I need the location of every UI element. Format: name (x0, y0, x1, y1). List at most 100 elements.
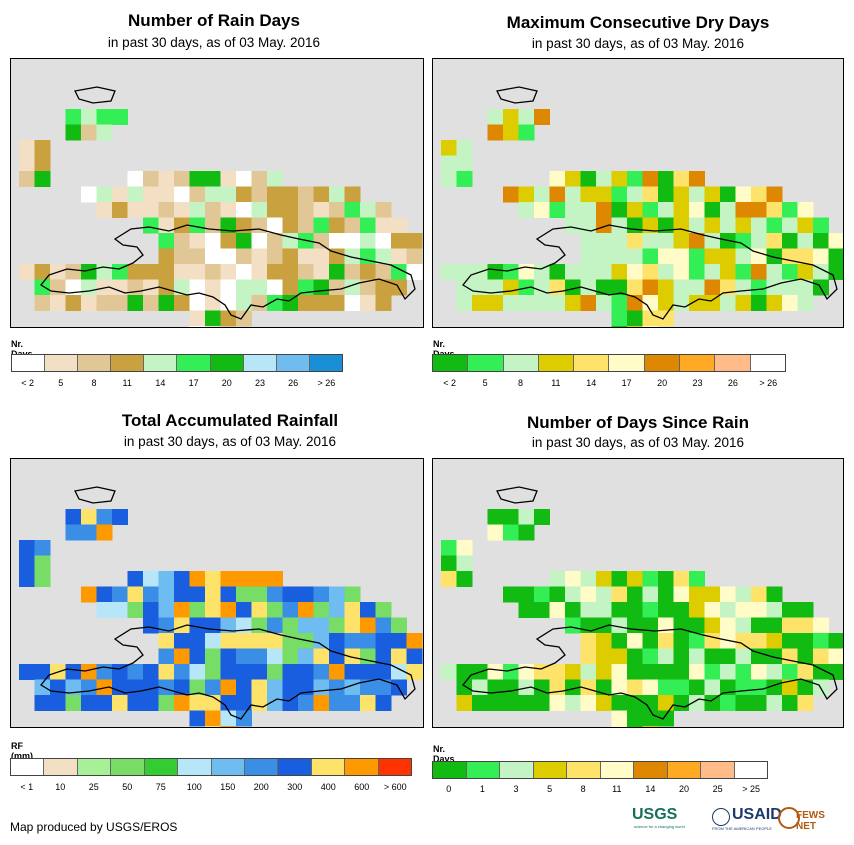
grid-cell (565, 617, 581, 634)
grid-cell (189, 217, 206, 234)
grid-cell (720, 248, 736, 265)
grid-cell (720, 695, 736, 711)
grid-cell (19, 571, 35, 587)
grid-cell (797, 648, 814, 665)
grid-cell (205, 633, 221, 649)
grid-cells (19, 509, 423, 727)
grid-cell (251, 679, 268, 696)
grid-cell (96, 295, 113, 311)
grid-cell (251, 171, 268, 187)
grid-cell (766, 695, 783, 711)
legend-swatch (503, 355, 539, 371)
grid-cell (375, 648, 392, 665)
grid-cell (642, 186, 659, 203)
grid-cell (143, 202, 159, 218)
grid-cell (391, 264, 407, 280)
map-grid (441, 86, 843, 327)
grid-cell (391, 633, 407, 649)
grid-cell (642, 233, 659, 249)
grid-cell (158, 571, 175, 587)
grid-cell (611, 264, 628, 280)
grid-cell (596, 664, 612, 680)
grid-cell (19, 664, 35, 680)
grid-cell (406, 233, 423, 249)
legend-bar (432, 354, 786, 372)
grid-cell (220, 202, 237, 218)
grid-cell (611, 186, 628, 203)
grid-cell (360, 202, 376, 218)
grid-cell (313, 264, 330, 280)
legend-swatch (144, 759, 179, 775)
grid-cell (267, 648, 283, 665)
grid-cell (360, 264, 376, 280)
grid-cell (313, 217, 330, 234)
grid-cell (96, 202, 113, 218)
grid-cell (360, 617, 376, 634)
legend-tick-label: > 26 (759, 378, 778, 388)
panel-title: Number of Rain Days (128, 11, 300, 30)
grid-cell (782, 233, 798, 249)
grid-cell (158, 171, 175, 187)
grid-cell (96, 264, 113, 280)
grid-cell (34, 140, 51, 156)
grid-cell (813, 264, 829, 280)
grid-cell (472, 295, 488, 311)
credit-text: Map produced by USGS/EROS (10, 820, 178, 834)
grid-cell (220, 679, 237, 696)
grid-cell (360, 295, 376, 311)
grid-cell (143, 264, 159, 280)
grid-cell (797, 617, 814, 634)
legend-tick-label: 400 (320, 782, 336, 792)
grid-cell (720, 648, 736, 665)
grid-cell (735, 679, 752, 696)
grid-cell (735, 633, 752, 649)
grid-cell (391, 248, 407, 265)
grid-cell (766, 586, 783, 603)
grid-cell (456, 695, 473, 711)
grid-cell (735, 186, 752, 203)
usaid-logo: USAID (732, 806, 782, 823)
grid-cell (282, 664, 299, 680)
grid-cell (503, 664, 519, 680)
grid-cell (720, 586, 736, 603)
grid-cell (127, 171, 144, 187)
grid-cell (596, 679, 612, 696)
grid-cell (391, 648, 407, 665)
grid-cell (627, 248, 643, 265)
grid-cell (456, 279, 473, 296)
grid-cell (127, 202, 144, 218)
grid-cell (766, 664, 783, 680)
grid-cell (174, 586, 190, 603)
grid-cell (487, 524, 504, 541)
legend-tick-label: 1 (479, 784, 485, 794)
grid-cell (282, 233, 299, 249)
legend-swatch (177, 355, 211, 371)
grid-cell (282, 586, 299, 603)
grid-cell (406, 664, 423, 680)
grid-cell (189, 586, 206, 603)
grid-cell (642, 586, 659, 603)
panel-subtitle: in past 30 days, as of 03 May. 2016 (531, 435, 745, 450)
grid-cell (611, 310, 628, 327)
grid-cell (34, 555, 51, 572)
grid-cell (704, 279, 721, 296)
grid-cell (50, 695, 66, 711)
grid-cell (549, 679, 566, 696)
grid-cell (580, 586, 597, 603)
legend-tick-label: 20 (678, 784, 690, 794)
grid-cell (456, 171, 473, 187)
grid-cell (441, 571, 457, 587)
grid-cell (673, 664, 690, 680)
grid-cell (205, 710, 221, 727)
grid-cell (797, 664, 814, 680)
grid-cell (456, 140, 473, 156)
grid-cell (282, 186, 299, 203)
grid-cell (487, 295, 504, 311)
grid-cell (673, 264, 690, 280)
grid-cell (282, 248, 299, 265)
grid-cell (627, 217, 643, 234)
grid-cell (441, 140, 457, 156)
grid-cell (236, 602, 252, 618)
grid-cell (689, 617, 705, 634)
grid-cell (658, 695, 674, 711)
